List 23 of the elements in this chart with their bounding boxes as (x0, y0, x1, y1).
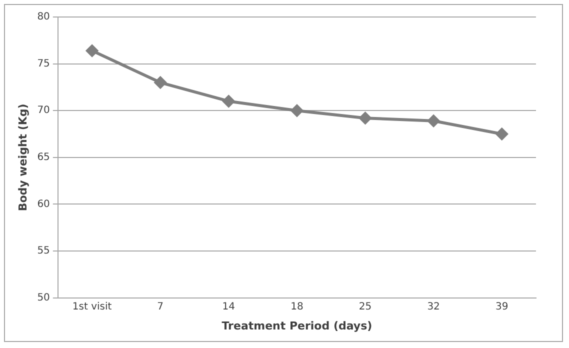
x-tick-label: 39 (495, 301, 508, 312)
y-tick-label: 60 (37, 198, 50, 210)
y-tick-label: 50 (37, 292, 50, 304)
y-tick-label: 70 (37, 105, 50, 116)
y-tick-label: 55 (37, 246, 50, 257)
y-tick-label: 80 (37, 12, 50, 23)
x-tick-label: 1st visit (72, 301, 112, 312)
point (496, 128, 508, 140)
point (222, 95, 235, 108)
point (428, 114, 440, 127)
x-tick-label: 7 (157, 301, 164, 312)
point (86, 44, 98, 57)
point (359, 112, 372, 124)
y-tick-label: 65 (37, 152, 50, 163)
x-axis-title: Treatment Period (days) (222, 319, 372, 332)
y-tick-label: 75 (37, 58, 50, 70)
x-tick-label: 25 (358, 301, 372, 312)
x-tick-label: 18 (290, 301, 304, 312)
point (154, 76, 166, 89)
point (290, 104, 303, 117)
y-axis-title: Body weight (Kg) (16, 104, 30, 212)
x-tick-label: 32 (427, 301, 440, 312)
x-tick-label: 14 (222, 301, 236, 312)
